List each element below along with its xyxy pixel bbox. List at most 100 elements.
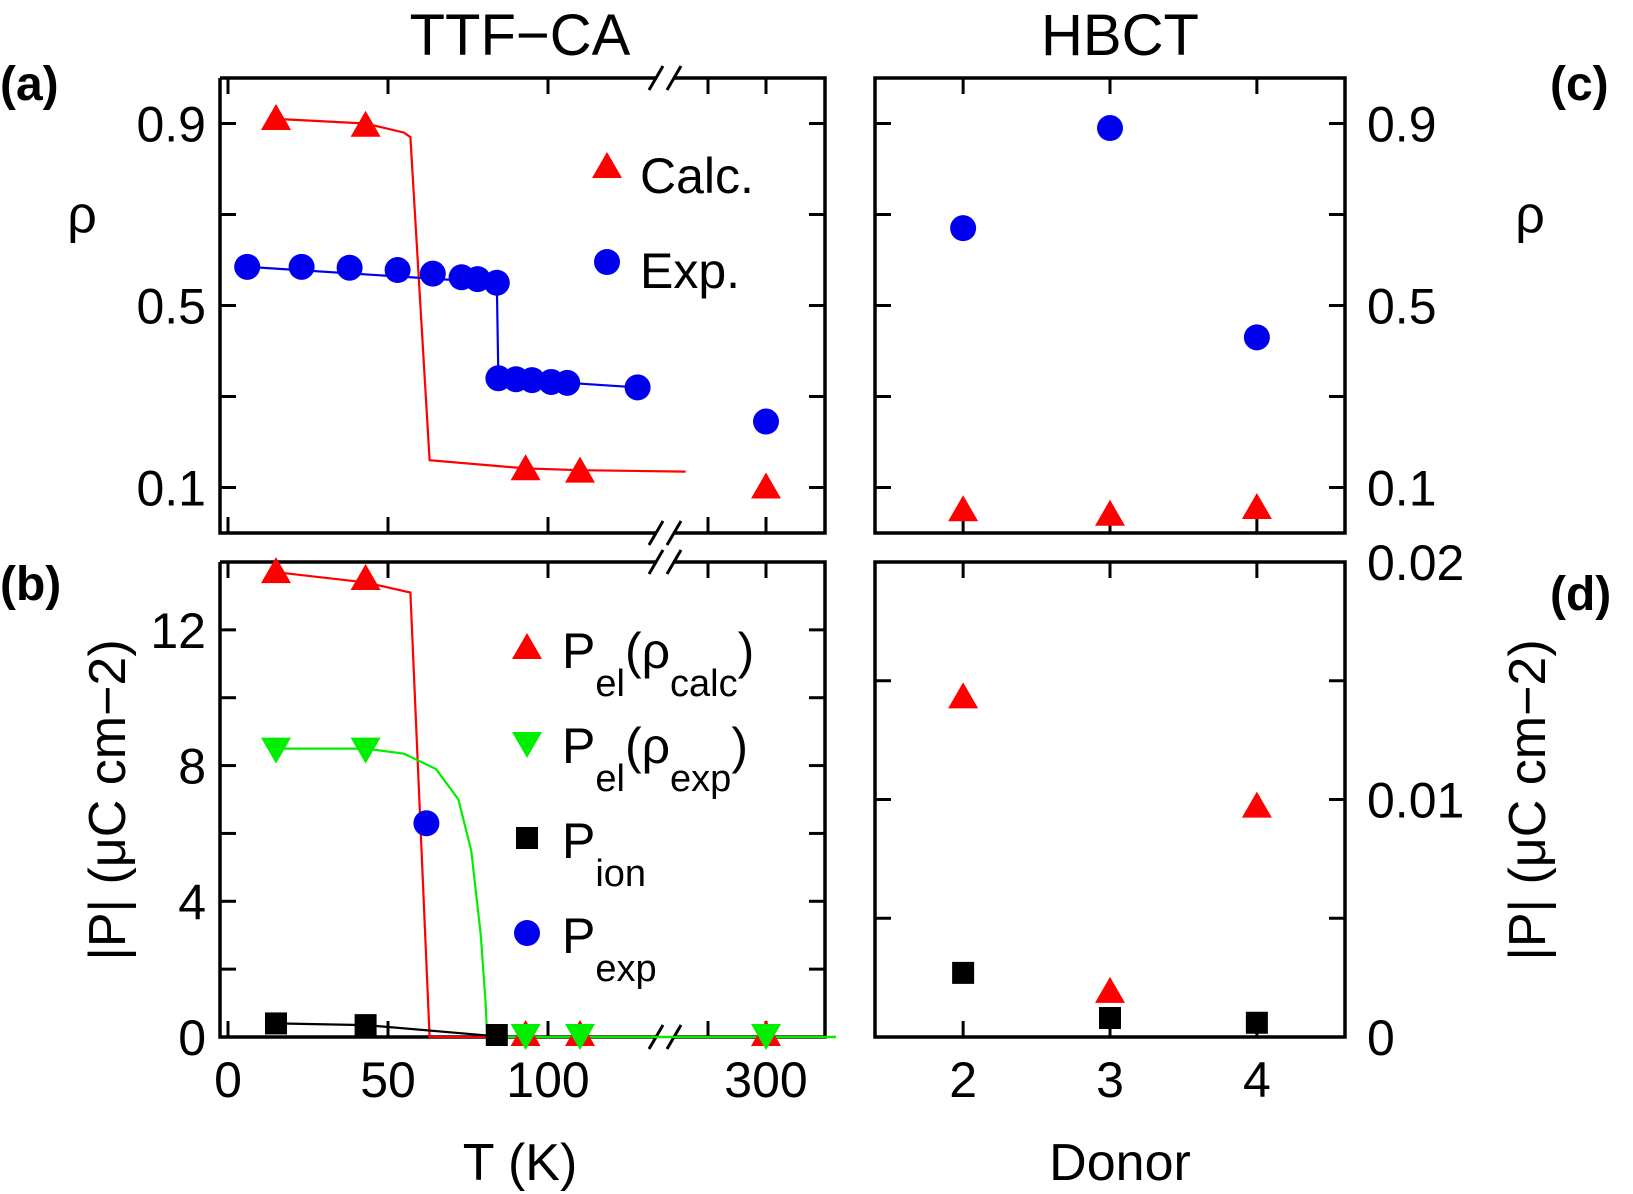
legend-panel-a: Calc. Exp. xyxy=(592,148,754,299)
data-point-black xyxy=(1099,1007,1121,1029)
y-tick-label: 0.02 xyxy=(1367,535,1464,591)
legend-marker-blue xyxy=(514,920,540,946)
y-tick-label: 0 xyxy=(178,1010,206,1066)
y-tick-label: 0.5 xyxy=(136,279,206,335)
series-line-black xyxy=(275,1022,497,1038)
legend-marker-green xyxy=(512,732,542,758)
data-point-blue xyxy=(413,810,440,837)
panel-a-break-mark xyxy=(665,65,683,91)
title-hbct: HBCT xyxy=(1041,3,1199,68)
panel-d: 0 0.01 0.02 2 3 4 xyxy=(873,535,1464,1108)
panel-label-c: (c) xyxy=(1550,58,1609,111)
data-point-green xyxy=(751,1024,781,1050)
y-tick-label: 0.5 xyxy=(1367,279,1437,335)
data-point-black xyxy=(952,961,975,984)
title-ttfca: TTF−CA xyxy=(410,3,631,68)
data-point-green xyxy=(261,737,291,764)
data-point-blue xyxy=(234,253,261,280)
x-tick-label: 300 xyxy=(724,1052,807,1108)
ylabel-polarization-left: |P| (μC cm−2) xyxy=(79,639,137,960)
legend-marker-black xyxy=(516,827,538,849)
y-tick-label: 0 xyxy=(1367,1010,1395,1066)
y-tick-label: 0.9 xyxy=(136,97,206,153)
legend-label: Pion xyxy=(562,813,646,895)
data-point-red xyxy=(261,103,291,130)
y-tick-label: 4 xyxy=(178,874,206,930)
legend-label: Pel(ρcalc) xyxy=(562,623,754,705)
y-tick-label: 0.1 xyxy=(136,461,206,517)
panel-b-break-mark xyxy=(665,549,683,575)
data-point-red xyxy=(751,472,781,499)
x-tick-label: 50 xyxy=(360,1052,416,1108)
y-tick-label: 12 xyxy=(150,603,206,659)
data-point-red xyxy=(948,495,979,522)
panel-a-break-mark xyxy=(647,520,665,546)
svg-text:|P| (μC cm−2): |P| (μC cm−2) xyxy=(79,639,137,960)
data-point-blue xyxy=(554,369,581,396)
data-point-blue xyxy=(519,367,545,394)
ylabel-rho-right: ρ xyxy=(1515,186,1545,244)
data-point-red xyxy=(350,563,381,590)
data-point-green xyxy=(510,1024,541,1050)
data-point-blue xyxy=(1097,115,1123,142)
data-point-blue xyxy=(624,374,651,401)
data-point-blue xyxy=(753,408,779,435)
data-point-black xyxy=(485,1024,508,1046)
data-point-blue xyxy=(336,254,363,281)
data-point-black xyxy=(354,1014,377,1037)
data-point-red xyxy=(1095,499,1125,526)
legend-label: Calc. xyxy=(640,148,754,204)
data-point-red xyxy=(261,557,291,584)
svg-text:|P| (μC cm−2): |P| (μC cm−2) xyxy=(1499,639,1557,960)
data-point-red xyxy=(565,456,595,483)
ylabel-rho-left: ρ xyxy=(67,186,97,244)
panel-c: 0.1 0.5 0.9 xyxy=(873,76,1437,535)
panel-label-b: (b) xyxy=(0,558,61,611)
legend-label: Pel(ρexp) xyxy=(562,718,748,800)
legend-label: Pexp xyxy=(562,908,657,990)
data-point-red xyxy=(510,454,541,481)
data-point-blue xyxy=(1243,324,1270,351)
data-point-blue xyxy=(288,253,315,280)
x-tick-label: 3 xyxy=(1096,1052,1124,1108)
data-point-blue xyxy=(419,260,446,287)
panel-b-frame xyxy=(218,560,827,1039)
x-tick-label: 2 xyxy=(949,1052,977,1108)
ylabel-polarization-right: |P| (μC cm−2) xyxy=(1499,639,1557,960)
data-point-blue xyxy=(384,257,411,284)
xlabel-donor: Donor xyxy=(1049,1134,1191,1192)
legend-label: Exp. xyxy=(640,243,740,299)
data-point-blue xyxy=(464,266,491,293)
y-tick-label: 0.1 xyxy=(1367,461,1437,517)
xlabel-temperature: T (K) xyxy=(463,1134,578,1192)
x-tick-label: 100 xyxy=(506,1052,589,1108)
panel-a-break-mark xyxy=(647,65,665,91)
legend-marker-red xyxy=(592,152,622,178)
data-point-black xyxy=(1245,1011,1268,1034)
data-point-blue xyxy=(950,215,977,242)
data-point-red xyxy=(1095,976,1125,1003)
panel-a-break-mark xyxy=(665,520,683,546)
panel-b: 0 4 8 12 0 50 100 300 xyxy=(150,549,836,1108)
panel-label-a: (a) xyxy=(0,58,59,111)
y-tick-label: 0.01 xyxy=(1367,773,1464,829)
y-tick-label: 8 xyxy=(178,739,206,795)
panel-d-frame xyxy=(873,560,1347,1039)
legend-marker-blue xyxy=(594,249,620,275)
data-point-green xyxy=(565,1024,595,1050)
panel-b-break-mark xyxy=(647,549,665,575)
series-line-blue xyxy=(247,265,638,389)
data-point-green xyxy=(350,737,381,764)
data-point-red xyxy=(948,682,979,709)
legend-panel-b: Pel(ρcalc) Pel(ρexp) Pion Pexp xyxy=(512,623,754,990)
panel-label-d: (d) xyxy=(1550,568,1611,621)
y-tick-label: 0.9 xyxy=(1367,97,1437,153)
panel-a: 0.1 0.5 0.9 xyxy=(136,65,827,546)
series-line-red xyxy=(275,117,686,473)
data-point-blue xyxy=(483,269,510,296)
chart-panels: 0.1 0.5 0.9 0.1 0.5 0.9 0 4 8 12 0 50 100 300 0 0.01 0.0… xyxy=(136,65,1464,1108)
data-point-red xyxy=(350,110,381,137)
legend-marker-red xyxy=(512,633,542,659)
data-point-red xyxy=(1241,492,1272,519)
